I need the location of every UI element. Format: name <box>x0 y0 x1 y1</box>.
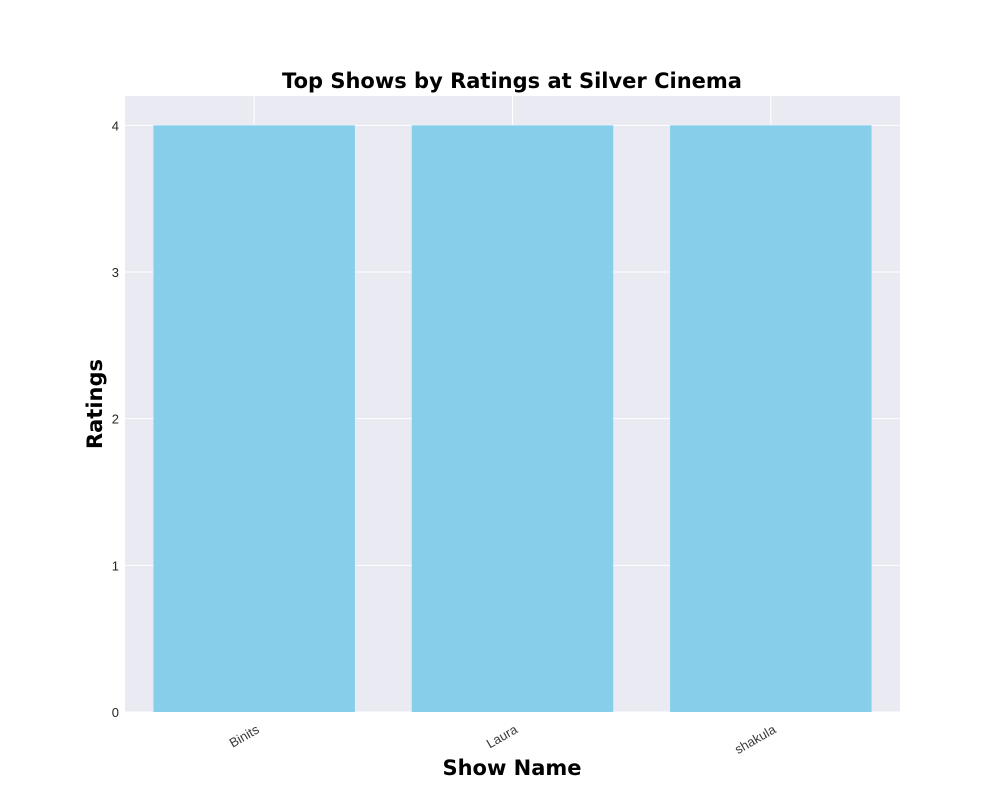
bar-shakula[interactable] <box>670 125 872 713</box>
y-axis-label: Ratings <box>83 359 107 449</box>
x-tick-label: Binits <box>227 721 262 750</box>
y-tick-label: 3 <box>112 265 119 280</box>
y-tick-label: 2 <box>112 412 119 427</box>
x-tick-labels: Binits Laura shakula <box>227 721 779 757</box>
y-tick-labels: 0 1 2 3 4 <box>112 118 119 720</box>
y-tick-label: 4 <box>112 118 119 133</box>
y-tick-label: 0 <box>112 705 119 720</box>
bars <box>153 125 872 713</box>
chart-title: Top Shows by Ratings at Silver Cinema <box>282 69 742 93</box>
x-axis-label: Show Name <box>442 756 581 780</box>
x-tick-label: shakula <box>732 721 779 757</box>
x-tick-label: Laura <box>484 721 521 751</box>
bar-binits[interactable] <box>153 125 355 713</box>
bar-laura[interactable] <box>411 125 614 713</box>
y-tick-label: 1 <box>112 558 119 573</box>
